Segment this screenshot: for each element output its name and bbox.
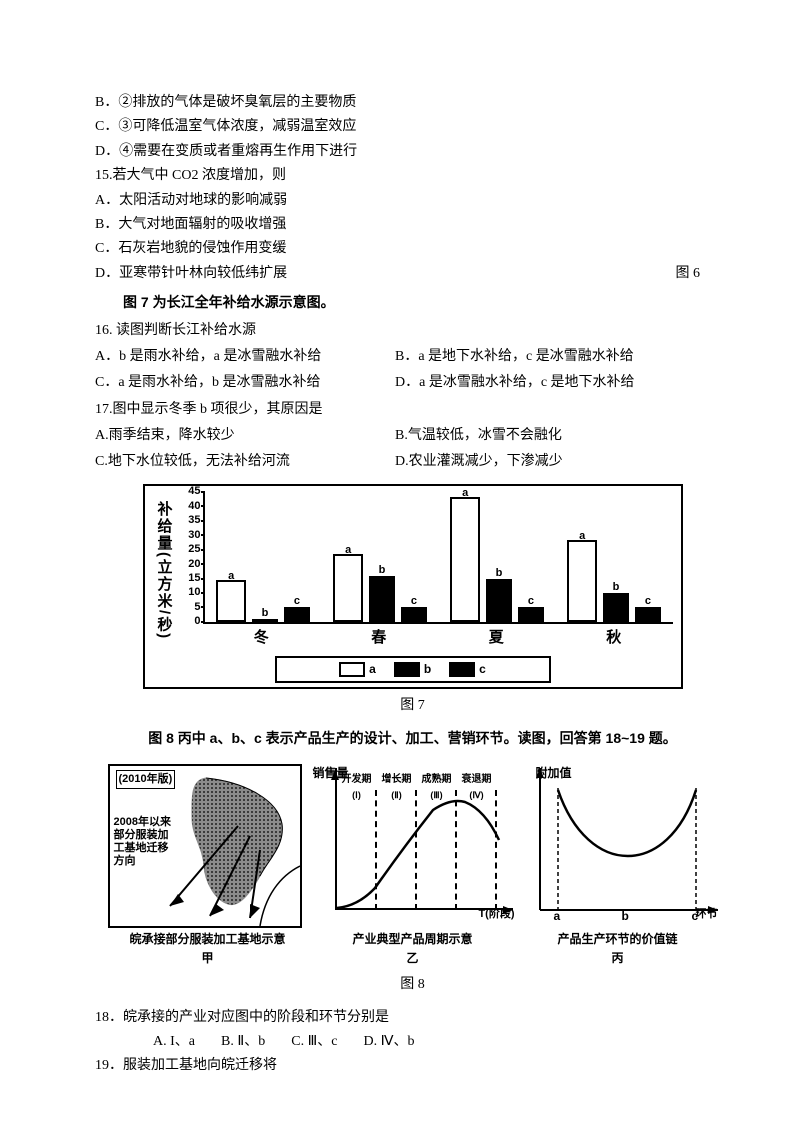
q17-opt-c: C.地下水位较低，无法补给河流 (95, 451, 395, 473)
q15-stem: 15.若大气中 CO2 浓度增加，则 (95, 165, 730, 187)
q16-opt-c: C．a 是雨水补给，b 是冰雪融水补给 (95, 372, 395, 394)
fig8-intro: 图 8 丙中 a、b、c 表示产品生产的设计、加工、营销环节。读图，回答第 18… (95, 727, 730, 749)
q16-opt-b: B．a 是地下水补给，c 是冰雪融水补给 (395, 346, 730, 368)
fig7-caption: 图 7 (95, 695, 730, 717)
q14-opt-b: B．②排放的气体是破坏臭氧层的主要物质 (95, 92, 730, 114)
fig8-panel-b: 销售量 T(阶段) 开发期(Ⅰ) 增长期(Ⅱ) 成熟期(Ⅲ) 衰退期(Ⅳ) 产业… (313, 768, 513, 968)
q15-opt-b: B．大气对地面辐射的吸收增强 (95, 214, 730, 236)
q16-opt-a: A．b 是雨水补给，a 是冰雪融水补给 (95, 346, 395, 368)
fig8-panel-a: (2010年版) 2008年以来 部分服装加 (108, 764, 308, 968)
fig8-caption: 图 8 (95, 974, 730, 996)
q17-opt-d: D.农业灌溉减少，下渗减少 (395, 451, 730, 473)
fig6-label: 图 6 (676, 263, 701, 285)
fig7-legend: a b c (275, 656, 551, 683)
q14-opt-d: D．④需要在变质或者重熔再生作用下进行 (95, 141, 730, 163)
q17-stem: 17.图中显示冬季 b 项很少，其原因是 (95, 399, 730, 421)
q17-opt-a: A.雨季结束，降水较少 (95, 425, 395, 447)
fig8-panel-c: 附加值 环节 a b c 产品生产环节的价值链丙 (518, 768, 718, 968)
q14-opt-c: C．③可降低温室气体浓度，减弱温室效应 (95, 116, 730, 138)
q15-opt-c: C．石灰岩地貌的侵蚀作用变缓 (95, 238, 730, 260)
fig8-row: (2010年版) 2008年以来 部分服装加 (105, 764, 720, 968)
q18-options: A. I、aB. Ⅱ、bC. Ⅲ、cD. Ⅳ、b (153, 1031, 730, 1053)
fig7-intro: 图 7 为长江全年补给水源示意图。 (123, 291, 730, 313)
q15-opt-d: D．亚寒带针叶林向较低纬扩展 图 6 (95, 263, 730, 285)
q16-stem: 16. 读图判断长江补给水源 (95, 320, 730, 342)
q18-stem: 18．皖承接的产业对应图中的阶段和环节分别是 (95, 1007, 730, 1029)
fig7-chart: 补给量(立方米/秒) abcabcabcabc 0510152025303540… (143, 484, 683, 689)
q16-opt-d: D．a 是冰雪融水补给，c 是地下水补给 (395, 372, 730, 394)
fig7-ylabel: 补给量(立方米/秒) (153, 492, 175, 650)
q19-stem: 19．服装加工基地向皖迁移将 (95, 1055, 730, 1077)
q17-opt-b: B.气温较低，冰雪不会融化 (395, 425, 730, 447)
q15-opt-a: A．太阳活动对地球的影响减弱 (95, 190, 730, 212)
